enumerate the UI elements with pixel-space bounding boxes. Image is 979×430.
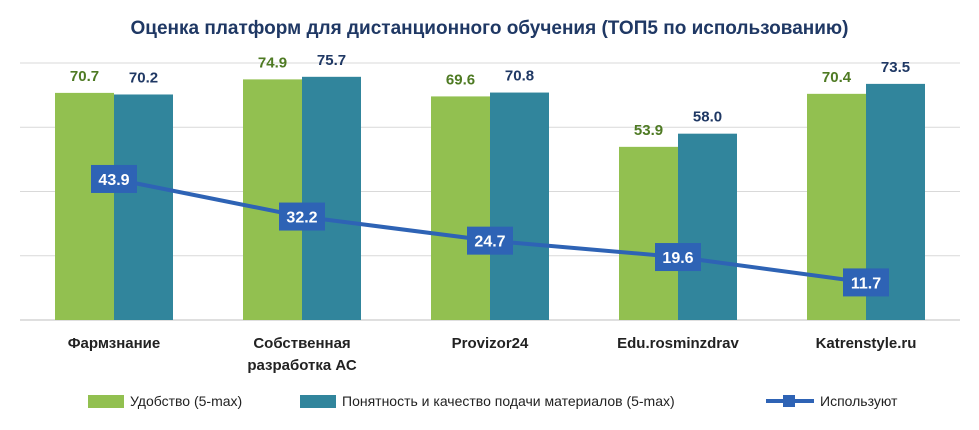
usage-point: [91, 164, 137, 193]
legend-swatch-convenience: [88, 394, 124, 408]
data-label: 70.2: [129, 69, 158, 86]
legend-swatch-usage: [766, 394, 814, 408]
bar-clarity: [678, 133, 737, 320]
legend-item-convenience: Удобство (5-max): [88, 393, 242, 409]
usage-label: 19.6: [662, 250, 693, 267]
bar-clarity: [302, 76, 361, 320]
category-label: Edu.rosminzdrav: [617, 335, 739, 352]
bar-convenience: [243, 79, 302, 320]
bar-convenience: [619, 146, 678, 320]
legend-label-usage: Используют: [820, 393, 898, 409]
usage-label: 32.2: [286, 210, 317, 227]
legend-swatch-clarity: [300, 394, 336, 408]
data-label: 74.9: [258, 54, 287, 71]
chart-plot: 70.7 74.9 69.6 53.9 70.4 70.2 75.7 70.8 58.0 73.5…: [20, 52, 960, 374]
legend-label-convenience: Удобство (5-max): [130, 393, 243, 409]
bar-clarity: [114, 94, 173, 320]
usage-point: [467, 226, 513, 255]
category-label: Katrenstyle.ru: [816, 335, 917, 352]
data-label: 75.7: [317, 52, 346, 69]
category-label: Собственная разработка АС: [247, 335, 357, 374]
data-label: 73.5: [881, 59, 910, 76]
legend-label-clarity: Понятность и качество подачи материалов …: [342, 393, 675, 409]
chart-title: Оценка платформ для дистанционного обуче…: [130, 18, 849, 39]
usage-label: 24.7: [474, 234, 505, 251]
usage-label: 11.7: [851, 275, 881, 292]
legend-item-clarity: Понятность и качество подачи материалов …: [300, 393, 675, 409]
legend: Удобство (5-max) Понятность и качество п…: [0, 393, 979, 417]
data-label: 70.8: [505, 68, 534, 85]
category-label: Фармзнание: [68, 335, 161, 352]
data-label: 69.6: [446, 71, 475, 88]
data-label: 70.4: [822, 69, 852, 86]
data-label: 70.7: [70, 68, 99, 85]
category-label: Provizor24: [452, 335, 529, 352]
bar-convenience: [431, 96, 490, 320]
legend-item-usage: Используют: [766, 393, 897, 409]
data-label: 58.0: [693, 109, 722, 126]
bar-clarity: [490, 92, 549, 321]
bar-convenience: [55, 92, 114, 320]
usage-point: [655, 243, 701, 272]
data-label: 53.9: [634, 122, 663, 139]
usage-point: [843, 268, 889, 297]
usage-label: 43.9: [98, 172, 129, 189]
usage-point: [279, 202, 325, 231]
